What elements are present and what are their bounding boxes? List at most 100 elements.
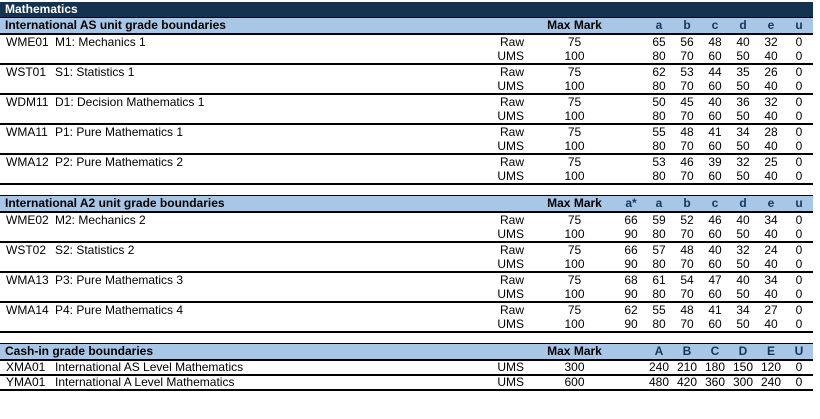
grade-boundary-value: 60 — [708, 257, 722, 271]
mark-type: UMS — [497, 317, 524, 331]
max-mark-value: 100 — [564, 287, 585, 301]
grade-boundary-value: 52 — [680, 213, 694, 227]
grade-boundary-value: 0 — [795, 155, 803, 169]
grade-letter-A: A — [654, 344, 664, 358]
grade-boundary-value: 48 — [708, 35, 722, 49]
grade-boundary-value: 28 — [764, 125, 778, 139]
section-header-label: Cash-in grade boundaries — [5, 344, 154, 358]
unit-code: WMA11 — [6, 125, 48, 139]
grade-boundary-value: 0 — [795, 257, 803, 271]
grade-boundary-value: 35 — [736, 65, 750, 79]
grade-letter-c: c — [711, 196, 719, 210]
grade-boundary-value: 50 — [736, 169, 750, 183]
grade-boundary-value: 66 — [624, 213, 638, 227]
grade-letter-b: b — [683, 196, 691, 210]
grade-boundary-value: 44 — [708, 65, 722, 79]
mark-type: UMS — [497, 287, 524, 301]
grade-boundary-value: 40 — [764, 79, 778, 93]
grade-boundary-value: 360 — [704, 375, 726, 389]
grade-boundary-value: 34 — [764, 273, 778, 287]
grade-boundary-value: 60 — [708, 227, 722, 241]
unit-title — [52, 257, 472, 272]
unit-row: WMA14 P4: Pure Mathematics 4 Raw 75 62 55 48 41… — [0, 302, 813, 317]
grade-boundary-value: 40 — [764, 109, 778, 123]
unit-row: WST01 S1: Statistics 1 Raw 75 62 53 44 35 26 0 — [0, 64, 813, 79]
grade-boundary-value: 150 — [732, 360, 754, 374]
grade-boundary-value: 39 — [708, 155, 722, 169]
grade-boundary-value: 41 — [708, 125, 722, 139]
grade-boundary-value: 120 — [760, 360, 782, 374]
grade-boundary-value: 70 — [680, 227, 694, 241]
grade-boundary-value: 40 — [708, 243, 722, 257]
unit-code: WST01 — [6, 65, 47, 79]
unit-row: WMA13 P3: Pure Mathematics 3 Raw 75 68 61 54 47… — [0, 272, 813, 287]
grade-boundary-value: 32 — [764, 95, 778, 109]
unit-code — [0, 169, 52, 184]
grade-boundary-value: 70 — [680, 257, 694, 271]
grade-boundary-value: 25 — [764, 155, 778, 169]
grade-boundary-value: 70 — [680, 109, 694, 123]
unit-XMA01: XMA01 International AS Level Mathematics U… — [0, 360, 813, 375]
grade-boundary-value: 90 — [624, 317, 638, 331]
grade-boundary-value: 50 — [736, 317, 750, 331]
mark-type: UMS — [497, 360, 524, 374]
grade-boundary-value: 53 — [652, 155, 666, 169]
grade-boundary-value: 0 — [795, 303, 803, 317]
grade-boundary-value: 41 — [708, 303, 722, 317]
grade-boundary-value: 0 — [795, 227, 803, 241]
mark-type: Raw — [499, 95, 524, 109]
grade-boundary-value: 80 — [652, 317, 666, 331]
section-header: Cash-in grade boundaries Max Mark A B C D E U — [0, 343, 813, 360]
grade-value-empty — [617, 124, 645, 139]
unit-row: WDM11 D1: Decision Mathematics 1 Raw 75 50 45… — [0, 94, 813, 109]
grade-boundary-value: 70 — [680, 139, 694, 153]
grade-boundary-value: 420 — [676, 375, 698, 389]
unit-WMA11: WMA11 P1: Pure Mathematics 1 Raw 75 55 48 41 34… — [0, 124, 813, 154]
unit-title — [52, 49, 472, 64]
grade-boundary-value: 60 — [708, 169, 722, 183]
grade-boundary-value: 0 — [795, 95, 803, 109]
unit-code — [0, 79, 52, 94]
mark-type: UMS — [497, 257, 524, 271]
mark-type: UMS — [497, 139, 524, 153]
unit-title — [52, 79, 472, 94]
max-mark-value: 100 — [564, 169, 585, 183]
grade-boundary-value: 40 — [736, 35, 750, 49]
grade-boundary-value: 60 — [708, 317, 722, 331]
grade-boundary-value: 50 — [736, 79, 750, 93]
unit-row: UMS 100 90 80 70 60 50 40 0 — [0, 287, 813, 302]
mark-type: UMS — [497, 169, 524, 183]
grade-letter-empty — [617, 18, 645, 35]
header-type-spacer — [472, 196, 532, 213]
max-mark-value: 600 — [564, 375, 585, 389]
grade-boundary-value: 40 — [764, 227, 778, 241]
unit-row: WST02 S2: Statistics 2 Raw 75 66 57 48 40 32 24 0 — [0, 242, 813, 257]
unit-code — [0, 109, 52, 124]
unit-code: WST02 — [6, 243, 47, 257]
unit-code — [0, 317, 52, 332]
grade-boundary-value: 55 — [652, 125, 666, 139]
unit-code — [0, 227, 52, 242]
grade-letter-U: U — [794, 344, 804, 358]
grade-boundary-value: 34 — [736, 125, 750, 139]
grade-boundary-value: 32 — [736, 243, 750, 257]
section-header: International AS unit grade boundaries Ma… — [0, 17, 813, 35]
sections-container: International AS unit grade boundaries Ma… — [0, 17, 813, 391]
unit-title: M1: Mechanics 1 — [55, 35, 146, 49]
section-table: International A2 unit grade boundaries Ma… — [0, 195, 813, 333]
unit-code — [0, 139, 52, 154]
grade-boundary-value: 50 — [652, 95, 666, 109]
grade-boundary-value: 53 — [680, 65, 694, 79]
grade-boundary-value: 48 — [680, 243, 694, 257]
grade-boundary-value: 90 — [624, 227, 638, 241]
unit-title: P4: Pure Mathematics 4 — [55, 303, 184, 317]
unit-WST01: WST01 S1: Statistics 1 Raw 75 62 53 44 35 26 0 UMS… — [0, 64, 813, 94]
max-mark-label: Max Mark — [547, 196, 602, 210]
grade-boundary-value: 480 — [648, 375, 670, 389]
mark-type: UMS — [497, 79, 524, 93]
mark-type: UMS — [497, 227, 524, 241]
grade-letter-u: u — [795, 196, 803, 210]
mark-type: Raw — [499, 303, 524, 317]
mark-type: Raw — [499, 213, 524, 227]
grade-boundary-value: 32 — [736, 155, 750, 169]
